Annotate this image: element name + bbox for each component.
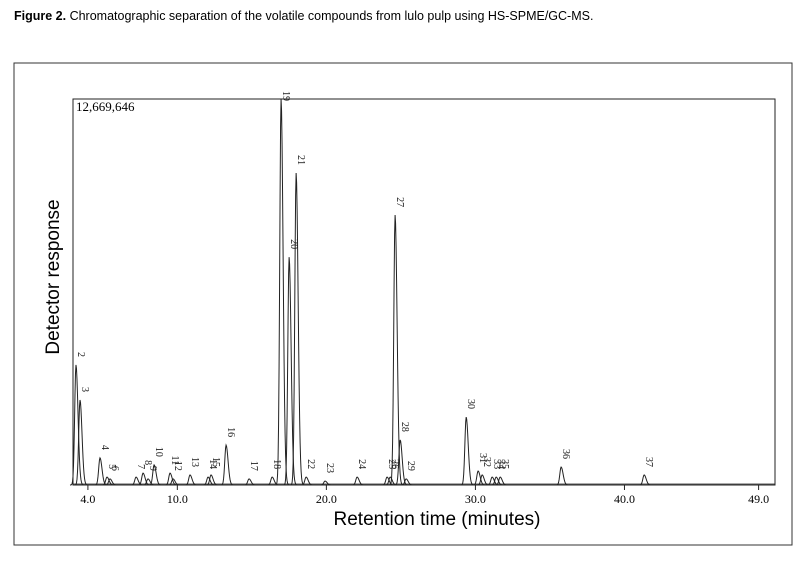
peak [494, 476, 509, 486]
peak-label: 31 [477, 453, 488, 463]
peak-label: 20 [288, 239, 299, 249]
peak [400, 478, 415, 486]
x-tick-label: 4.0 [80, 492, 95, 506]
peak [290, 172, 305, 486]
peak [167, 478, 182, 486]
x-tick-label: 20.0 [316, 492, 337, 506]
peak [283, 257, 298, 486]
peak [266, 476, 281, 486]
peak-label: 13 [189, 457, 200, 467]
peak-label: 7 [135, 464, 146, 469]
peak [220, 443, 235, 486]
scale-label: 12,669,646 [76, 99, 135, 114]
peak-label: 3 [79, 387, 90, 392]
peak [148, 463, 163, 486]
peak [202, 476, 217, 486]
peak-label: 12 [172, 461, 183, 471]
peak-label: 18 [271, 459, 282, 469]
peak-label: 34 [495, 459, 506, 469]
peak-label: 29 [405, 461, 416, 471]
y-axis-label: Detector response [43, 199, 64, 354]
peak [490, 476, 505, 486]
peak-label: 27 [394, 197, 405, 207]
peak-label: 17 [248, 461, 259, 471]
peak-label: 16 [225, 427, 236, 437]
peak [141, 478, 156, 486]
peak-label: 19 [280, 91, 291, 101]
peak [381, 476, 396, 486]
x-tick-label: 10.0 [167, 492, 188, 506]
x-tick-label: 40.0 [614, 492, 635, 506]
peak [300, 476, 315, 486]
peak [389, 215, 404, 486]
x-axis-label: Retention time (minutes) [334, 509, 541, 530]
peak-label: 22 [305, 459, 316, 469]
peak [319, 480, 334, 486]
plot-frame [72, 98, 776, 486]
peak [103, 478, 118, 486]
peak-label: 25 [386, 459, 397, 469]
peak-label: 14 [207, 459, 218, 469]
peak [184, 474, 199, 486]
peak-label: 21 [295, 155, 306, 165]
figure-caption: Figure 2. Chromatographic separation of … [14, 9, 593, 23]
peak [74, 399, 89, 486]
peak [164, 472, 179, 486]
peak [205, 474, 220, 486]
figure-label: Figure 2. [14, 9, 66, 23]
peak-label: 4 [99, 445, 110, 450]
peak [69, 364, 85, 486]
chart-title: Chromatographic separation of the volati… [70, 9, 594, 23]
peak [275, 98, 290, 486]
peak [472, 470, 487, 486]
x-tick-label: 30.0 [465, 492, 486, 506]
peak-label: 26 [389, 459, 400, 469]
peak [243, 478, 258, 486]
peak [351, 476, 366, 486]
peak-label: 37 [643, 457, 654, 467]
peak-label: 28 [399, 422, 410, 432]
x-tick-label: 49.0 [748, 492, 769, 506]
peak-label: 10 [153, 447, 164, 457]
peak-label: 8 [142, 460, 153, 465]
peak-label: 9 [147, 466, 158, 471]
peak [486, 476, 501, 486]
peak-label: 33 [491, 459, 502, 469]
peak [100, 476, 115, 486]
peak-label: 15 [210, 457, 221, 467]
peak [460, 416, 475, 486]
peak [555, 466, 570, 486]
peak-label: 24 [356, 459, 367, 469]
peak [130, 476, 145, 486]
peak-label: 32 [481, 457, 492, 467]
peak-label: 11 [169, 455, 180, 465]
peak-label: 30 [465, 399, 476, 409]
peak [476, 474, 491, 486]
peak-label: 35 [499, 459, 510, 469]
peak [394, 439, 409, 486]
peak-label: 36 [560, 449, 571, 459]
peak-label: 6 [109, 466, 120, 471]
peak [638, 474, 653, 486]
peak-label: 5 [106, 464, 117, 469]
peak-label: 2 [75, 352, 86, 357]
figure-frame [13, 62, 793, 546]
peak-label: 23 [324, 463, 335, 473]
